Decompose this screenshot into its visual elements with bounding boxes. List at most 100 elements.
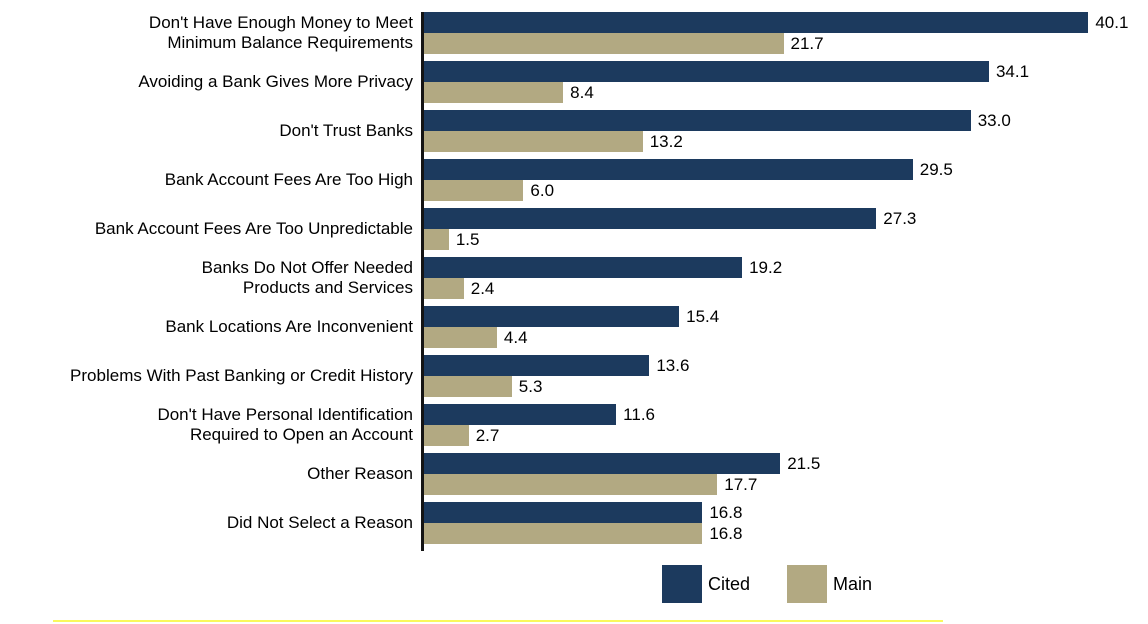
bars-cell: 13.6 5.3	[421, 355, 1148, 404]
value-label: 27.3	[883, 208, 917, 228]
value-label: 40.1	[1095, 12, 1129, 32]
category-label: Don't Have Enough Money to Meet Minimum …	[148, 12, 413, 52]
chart-rows: Don't Have Enough Money to Meet Minimum …	[0, 12, 1148, 551]
bar-line-main: 13.2	[424, 131, 1148, 152]
bars-cell: 11.6 2.7	[421, 404, 1148, 453]
value-label: 33.0	[977, 110, 1011, 130]
bar-line-main: 16.8	[424, 523, 1148, 544]
chart-row: Don't Trust Banks 33.0 13.2	[0, 110, 1148, 159]
category-label: Bank Account Fees Are Too High	[164, 169, 413, 189]
bars-cell: 15.4 4.4	[421, 306, 1148, 355]
chart-row: Bank Locations Are Inconvenient 15.4 4.4	[0, 306, 1148, 355]
value-label: 13.6	[656, 355, 690, 375]
yellow-highlight-line	[53, 620, 943, 622]
bar-line-cited: 21.5	[424, 453, 1148, 474]
category-label: Avoiding a Bank Gives More Privacy	[138, 71, 413, 91]
category-label: Did Not Select a Reason	[226, 512, 413, 532]
main-bar	[424, 327, 497, 348]
chart-row: Did Not Select a Reason 16.8 16.8	[0, 502, 1148, 551]
bar-line-cited: 19.2	[424, 257, 1148, 278]
legend-item-main: Main	[787, 565, 872, 603]
value-label: 21.5	[787, 453, 821, 473]
main-bar	[424, 229, 449, 250]
bars-cell: 40.1 21.7	[421, 12, 1148, 61]
chart-row: Don't Have Enough Money to Meet Minimum …	[0, 12, 1148, 61]
bar-line-cited: 15.4	[424, 306, 1148, 327]
legend-item-cited: Cited	[662, 565, 750, 603]
bar-line-cited: 13.6	[424, 355, 1148, 376]
legend-label-main: Main	[833, 573, 873, 594]
chart-row: Bank Account Fees Are Too Unpredictable 2…	[0, 208, 1148, 257]
main-bar	[424, 278, 464, 299]
cited-bar	[424, 12, 1089, 33]
bars-cell: 19.2 2.4	[421, 257, 1148, 306]
bar-line-main: 4.4	[424, 327, 1148, 348]
value-label: 15.4	[686, 306, 720, 326]
main-bar	[424, 425, 469, 446]
value-label: 29.5	[919, 159, 953, 179]
value-label: 1.5	[455, 229, 480, 249]
chart-row: Bank Account Fees Are Too High 29.5 6.0	[0, 159, 1148, 208]
bar-line-main: 21.7	[424, 33, 1148, 54]
bar-line-cited: 11.6	[424, 404, 1148, 425]
bar-line-main: 8.4	[424, 82, 1148, 103]
bar-line-cited: 40.1	[424, 12, 1148, 33]
cited-bar	[424, 502, 703, 523]
legend-swatch-main	[787, 565, 828, 603]
category-label: Bank Account Fees Are Too Unpredictable	[94, 218, 413, 238]
main-bar	[424, 82, 564, 103]
bar-line-cited: 29.5	[424, 159, 1148, 180]
bars-cell: 33.0 13.2	[421, 110, 1148, 159]
chart-row: Other Reason 21.5 17.7	[0, 453, 1148, 502]
value-label: 16.8	[709, 523, 743, 543]
bar-line-main: 2.4	[424, 278, 1148, 299]
cited-bar	[424, 159, 913, 180]
value-label: 13.2	[649, 131, 683, 151]
value-label: 6.0	[530, 180, 555, 200]
value-label: 8.4	[570, 82, 594, 102]
category-label: Bank Locations Are Inconvenient	[165, 316, 413, 336]
value-label: 2.4	[470, 278, 495, 298]
main-bar	[424, 131, 643, 152]
value-label: 19.2	[749, 257, 783, 277]
bar-line-main: 2.7	[424, 425, 1148, 446]
cited-bar	[424, 257, 743, 278]
chart-row: Banks Do Not Offer Needed Products and S…	[0, 257, 1148, 306]
category-label: Other Reason	[307, 463, 413, 483]
bars-cell: 21.5 17.7	[421, 453, 1148, 502]
bar-line-cited: 34.1	[424, 61, 1148, 82]
value-label: 17.7	[724, 474, 758, 494]
bar-line-main: 1.5	[424, 229, 1148, 250]
main-bar	[424, 180, 524, 201]
legend-swatch-cited	[662, 565, 702, 603]
bars-cell: 27.3 1.5	[421, 208, 1148, 257]
legend: Cited Main	[662, 565, 872, 603]
category-label: Problems With Past Banking or Credit His…	[70, 365, 413, 385]
category-label: Don't Have Personal Identification Requi…	[157, 404, 413, 444]
cited-bar	[424, 306, 680, 327]
main-bar	[424, 523, 703, 544]
main-bar	[424, 474, 718, 495]
bar-line-cited: 27.3	[424, 208, 1148, 229]
category-label: Banks Do Not Offer Needed Products and S…	[201, 257, 413, 297]
cited-bar	[424, 453, 781, 474]
cited-bar	[424, 61, 989, 82]
chart-row: Don't Have Personal Identification Requi…	[0, 404, 1148, 453]
chart-row: Avoiding a Bank Gives More Privacy 34.1 8.…	[0, 61, 1148, 110]
main-bar	[424, 33, 784, 54]
value-label: 21.7	[790, 33, 824, 53]
cited-bar	[424, 110, 971, 131]
bars-cell: 34.1 8.4	[421, 61, 1148, 110]
bars-cell: 16.8 16.8	[421, 502, 1148, 551]
value-label: 2.7	[475, 425, 500, 445]
bar-line-main: 5.3	[424, 376, 1148, 397]
legend-label-cited: Cited	[708, 573, 751, 594]
category-label: Don't Trust Banks	[279, 120, 413, 140]
cited-bar	[424, 404, 617, 425]
bar-line-main: 17.7	[424, 474, 1148, 495]
value-label: 34.1	[995, 61, 1030, 81]
main-bar	[424, 376, 512, 397]
bars-cell: 29.5 6.0	[421, 159, 1148, 208]
value-label: 4.4	[503, 327, 528, 347]
